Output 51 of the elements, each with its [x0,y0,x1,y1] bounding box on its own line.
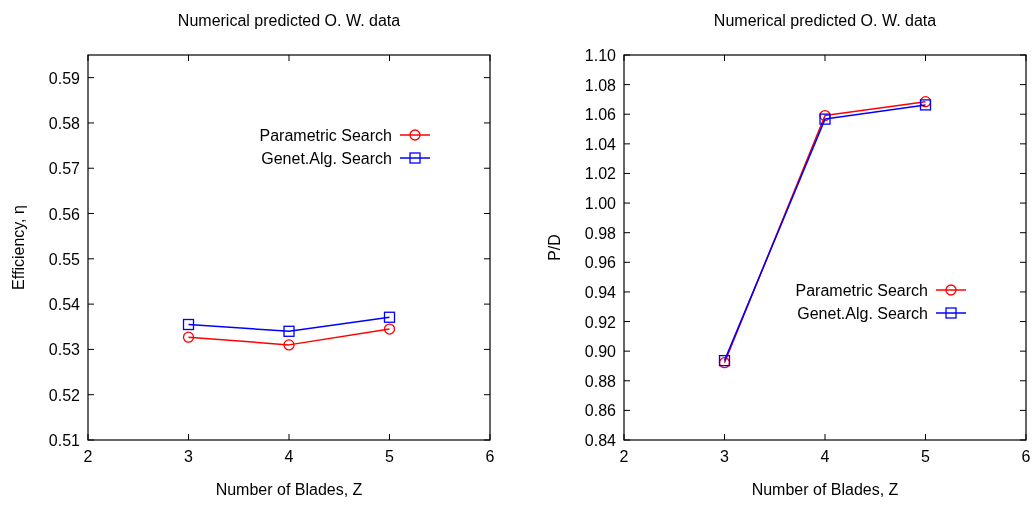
y-tick-label: 0.58 [48,114,81,132]
point [283,339,295,351]
chart-title: Numerical predicted O. W. data [177,12,401,29]
legend-label: Genet.Alg. Search [261,150,392,167]
point [182,331,195,343]
x-tick-label: 5 [385,448,395,465]
y-tick-label: 0.55 [48,250,81,268]
y-tick-label: 0.90 [584,343,617,361]
legend-label: Parametric Search [259,127,392,144]
point [819,113,831,125]
x-tick-label: 6 [485,448,495,465]
legend-label: Genet.Alg. Search [797,305,928,322]
x-tick-label: 5 [921,448,931,465]
x-tick-label: 4 [284,448,294,465]
y-tick-label: 1.02 [584,165,617,183]
x-tick-label: 2 [83,448,93,465]
y-tick-label: 0.57 [48,160,81,178]
y-tick-label: 1.10 [584,47,617,64]
y-tick-label: 1.04 [584,135,617,153]
point [383,323,396,335]
x-axis-title: Number of Blades, Z [751,481,899,498]
point [919,95,932,108]
y-tick-label: 0.98 [584,224,617,242]
y-tick-label: 0.86 [584,402,617,420]
y-tick-label: 0.54 [48,296,81,314]
y-axis-title: P/D [546,234,563,261]
y-axis-title: Efficiency, η [10,205,27,290]
y-tick-label: 0.56 [48,205,81,223]
x-tick-label: 2 [619,448,629,465]
y-tick-label: 1.00 [584,195,617,213]
y-tick-label: 0.84 [584,432,617,449]
y-tick-label: 0.53 [48,341,81,359]
y-tick-label: 0.59 [48,69,81,87]
x-tick-label: 3 [184,448,194,465]
y-tick-label: 0.94 [584,283,617,301]
x-axis-title: Number of Blades, Z [215,481,363,498]
point [383,311,396,323]
y-tick-label: 0.52 [48,386,81,404]
chart-title: Numerical predicted O. W. data [713,12,937,29]
point [283,325,295,337]
y-tick-label: 0.51 [48,432,81,449]
y-tick-label: 1.08 [584,76,617,94]
x-tick-label: 4 [820,448,830,465]
y-tick-label: 0.96 [584,254,617,272]
x-tick-label: 6 [1021,448,1031,465]
x-tick-label: 3 [720,448,730,465]
y-tick-label: 0.92 [584,313,617,331]
legend-label: Parametric Search [795,282,928,299]
y-tick-label: 0.88 [584,372,617,390]
point [182,318,195,331]
y-tick-label: 1.06 [584,106,617,124]
